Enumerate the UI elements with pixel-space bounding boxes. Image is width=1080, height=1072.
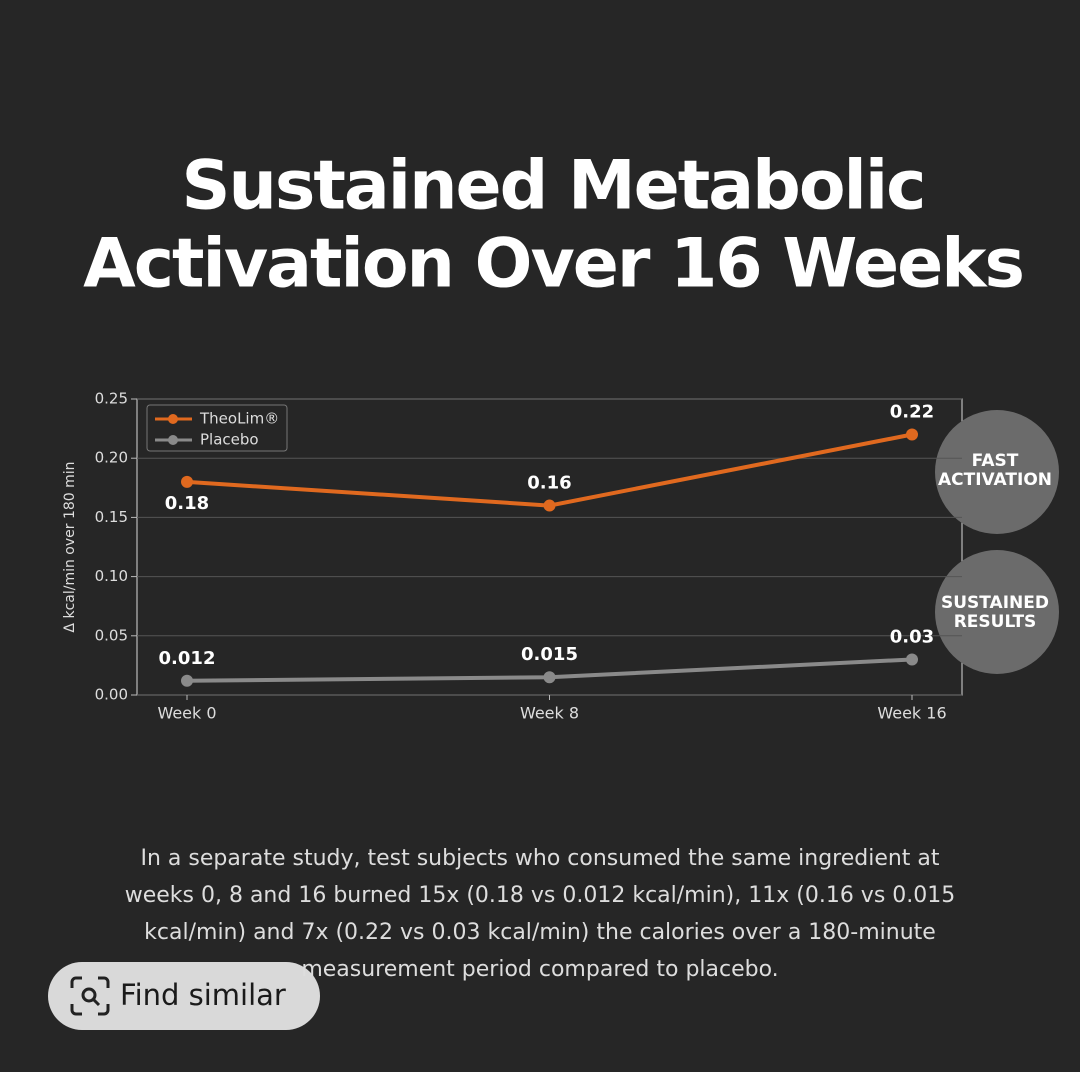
legend-label: TheoLim® (199, 410, 279, 428)
button-label[interactable]: Find similar (120, 978, 286, 1012)
data-label: 0.03 (890, 626, 934, 647)
badge (935, 550, 1059, 674)
y-tick-label: 0.00 (95, 686, 128, 704)
data-point (906, 428, 918, 441)
data-point (181, 475, 193, 488)
legend-swatch (168, 414, 178, 424)
data-label: 0.015 (521, 644, 578, 665)
y-axis-label: Δ kcal/min over 180 min (62, 461, 78, 632)
data-label: 0.22 (890, 402, 934, 423)
data-point (543, 671, 556, 684)
legend-label: Placebo (200, 431, 259, 449)
lens-icon (70, 976, 110, 1016)
y-tick-label: 0.25 (95, 390, 128, 408)
page-title: Activation Over 16 Weeks (83, 225, 1023, 304)
badge-label: FAST (972, 451, 1019, 471)
data-point (543, 499, 556, 512)
description: kcal/min) and 7x (0.22 vs 0.03 kcal/min)… (144, 920, 936, 945)
data-label: 0.012 (159, 648, 216, 669)
data-label: 0.18 (165, 493, 209, 514)
find-similar-button[interactable] (48, 962, 320, 1030)
data-point (181, 674, 193, 687)
x-tick-label: Week 8 (520, 704, 579, 723)
x-tick-label: Week 16 (877, 704, 946, 723)
data-label: 0.16 (527, 473, 571, 494)
badge-label: SUSTAINED (941, 593, 1049, 613)
y-tick-label: 0.20 (95, 449, 128, 467)
legend-swatch (168, 435, 178, 445)
description: In a separate study, test subjects who c… (140, 846, 939, 871)
y-tick-label: 0.15 (95, 508, 128, 526)
description: measurement period compared to placebo. (301, 957, 778, 982)
description: weeks 0, 8 and 16 burned 15x (0.18 vs 0.… (125, 883, 956, 908)
y-tick-label: 0.10 (95, 567, 128, 585)
badge-label: RESULTS (954, 612, 1037, 632)
page-title: Sustained Metabolic (182, 147, 925, 226)
x-tick-label: Week 0 (157, 704, 216, 723)
badge-label: ACTIVATION (938, 470, 1052, 490)
badge (935, 410, 1059, 534)
data-point (906, 653, 918, 666)
y-tick-label: 0.05 (95, 626, 128, 644)
